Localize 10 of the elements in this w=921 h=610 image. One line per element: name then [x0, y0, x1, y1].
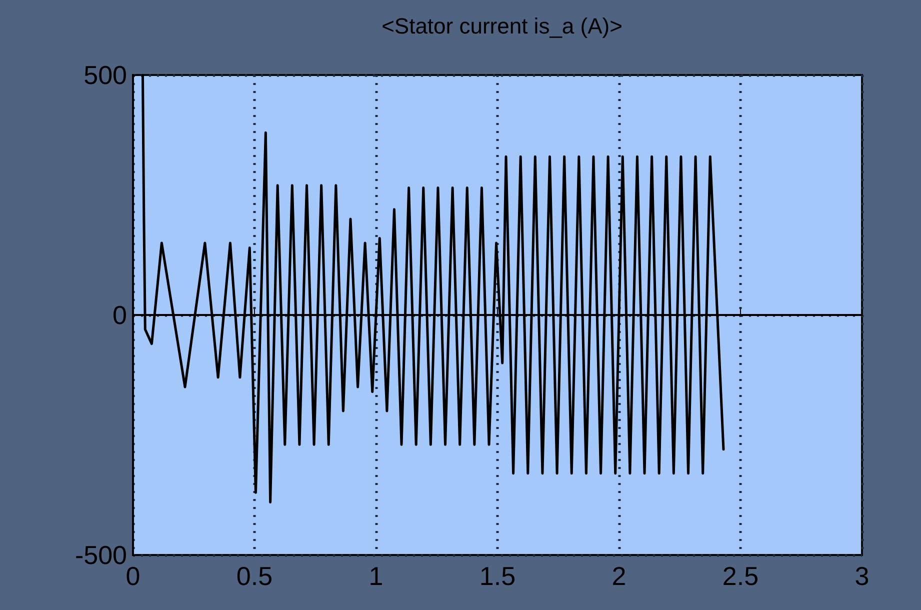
x-tick-label: 3 [854, 561, 870, 591]
x-tick-label: 1 [368, 561, 384, 591]
y-tick-label: -500 [74, 540, 127, 570]
x-tick-label: 2.5 [722, 561, 759, 591]
x-tick-label: 0.5 [236, 561, 273, 591]
x-tick-label: 2 [612, 561, 626, 591]
y-tick-label: 500 [84, 60, 127, 90]
chart-title: <Stator current is_a (A)> [382, 14, 622, 38]
x-tick-label: 1.5 [479, 561, 516, 591]
y-tick-label: 0 [112, 300, 127, 330]
